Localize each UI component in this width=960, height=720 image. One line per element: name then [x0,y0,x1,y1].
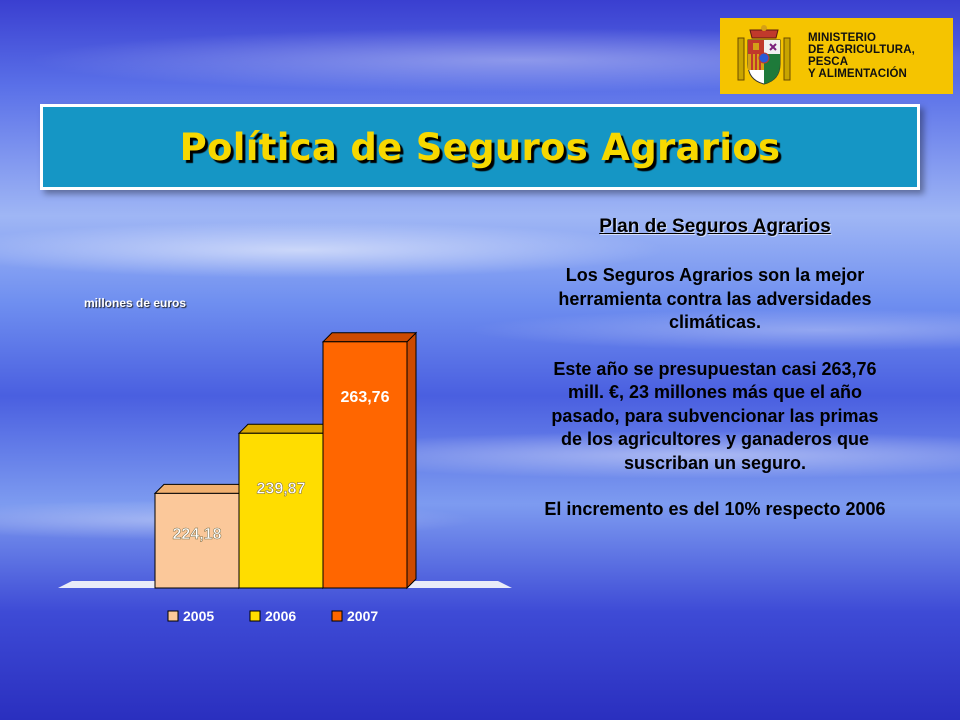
data-label-2007: 263,76 [341,389,390,406]
page-title: Política de Seguros Agrarios [179,125,781,169]
legend-swatch-2007 [331,610,343,622]
chart-unit-label: millones de euros [84,296,187,310]
paragraph-intro: Los Seguros Agrarios son la mejor herram… [558,265,872,332]
data-label-2005: 224,18 [173,526,222,543]
legend-swatch-2005 [167,610,179,622]
logo-line-2: DE AGRICULTURA, PESCA [808,44,915,68]
legend-label-2005: 2005 [183,608,214,624]
chart-floor [58,581,512,588]
bar-top-2007 [321,332,418,343]
ministry-logo: MINISTERIO DE AGRICULTURA, PESCA Y ALIME… [720,18,953,94]
paragraph-increase: El incremento es del 10% respecto 2006 [544,499,886,519]
logo-line-1: MINISTERIO [808,32,877,44]
bar-2005 [154,492,240,589]
coat-of-arms-icon [737,25,791,85]
legend-label-2007: 2007 [347,608,378,624]
bar-side-2005 [238,483,249,590]
paragraph-budget: Este año se presupuestan casi 263,76 mil… [551,358,879,473]
bar-2007 [322,341,408,589]
legend-label-2006: 2006 [265,608,296,624]
bar-2006 [238,432,324,589]
data-label-2006: 239,87 [257,480,306,497]
bar-top-2005 [153,483,250,494]
title-banner: Política de Seguros Agrarios [40,104,920,190]
logo-line-3: Y ALIMENTACIÓN [808,68,907,80]
bar-side-2007 [406,331,417,590]
bar-side-2006 [322,423,333,590]
plan-heading: Plan de Seguros Agrarios [599,216,831,237]
bar-top-2006 [237,423,334,434]
description-panel: Plan de Seguros Agrarios Los Seguros Agr… [540,216,890,522]
legend-swatch-2006 [249,610,261,622]
